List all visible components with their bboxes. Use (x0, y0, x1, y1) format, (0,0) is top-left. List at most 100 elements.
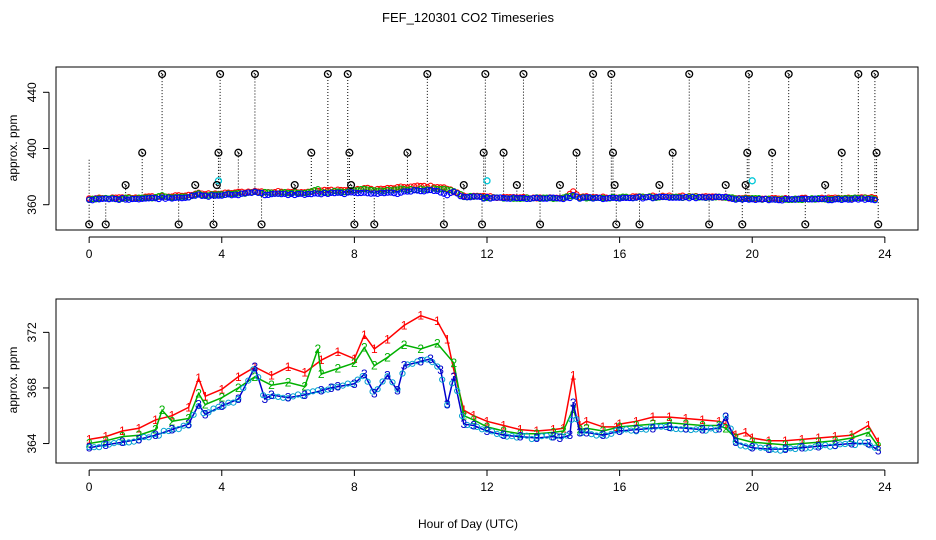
spike-marker (212, 180, 221, 190)
top-point (735, 195, 743, 202)
series-3-line (89, 357, 879, 452)
spike-marker-cross (193, 183, 197, 187)
series-1-label: 1 (799, 432, 806, 446)
top-point (689, 193, 696, 201)
series-1-label: 1 (749, 431, 756, 445)
series-3-label: 3 (328, 381, 335, 395)
series-3-label: 3 (616, 424, 623, 438)
spike-marker-cross (104, 222, 108, 226)
top-point (778, 195, 786, 202)
top-point (162, 195, 169, 202)
series-3-label: 3 (169, 423, 176, 437)
series-3-label: 3 (470, 419, 477, 433)
series-3-point (205, 409, 212, 416)
top-point (487, 195, 494, 202)
series-3-point (369, 388, 376, 395)
series-1-label: 1 (417, 309, 424, 323)
series-1-label: 1 (732, 428, 739, 442)
spike-marker-cross (609, 72, 613, 76)
top-point (245, 189, 252, 196)
spike-marker (101, 220, 110, 229)
top-point (696, 193, 703, 201)
series-3-point (608, 430, 615, 437)
top-point (347, 189, 355, 196)
series-3-point (851, 441, 859, 449)
spike-marker-cross (745, 151, 749, 155)
series-1-label: 1 (583, 414, 590, 428)
series-2-label: 2 (550, 425, 557, 439)
spike-marker-cross (218, 72, 222, 76)
top-point (460, 193, 467, 200)
top-point (609, 194, 617, 201)
series-1-label: 1 (450, 363, 457, 377)
top-point (825, 196, 832, 204)
spike-marker (721, 180, 730, 190)
spike-marker (481, 69, 490, 79)
series-3-point (96, 444, 103, 451)
top-point (162, 193, 169, 200)
top-point (152, 195, 159, 202)
series-1-label: 1 (361, 328, 368, 342)
series-1-label: 1 (576, 419, 583, 433)
top-point (812, 195, 819, 202)
series-3-point (434, 363, 441, 370)
top-point (589, 195, 597, 202)
top-point (158, 194, 166, 201)
top-point (450, 188, 457, 195)
top-point (407, 188, 414, 195)
top-point (682, 193, 690, 201)
spike-marker-cross (502, 151, 506, 155)
top-point (420, 188, 428, 195)
series-3-point (349, 380, 356, 388)
series-3-point (135, 437, 142, 444)
top-point (755, 196, 763, 203)
top-point (702, 194, 709, 201)
spike-marker-cross (538, 222, 542, 226)
series-2-label: 2 (285, 375, 292, 389)
series-3-point (424, 356, 431, 363)
top-x-tick-label: 16 (613, 247, 627, 261)
series-2-label: 2 (152, 423, 159, 437)
top-point (815, 195, 822, 203)
series-3-point (230, 399, 237, 406)
top-point (318, 189, 325, 196)
top-point (384, 189, 391, 196)
spike-marker-cross (611, 151, 615, 155)
top-point (765, 196, 772, 204)
top-point (686, 195, 693, 202)
top-point (732, 196, 739, 203)
series-3-label: 3 (262, 392, 269, 406)
top-point (865, 195, 872, 203)
spike-marker-cross (372, 222, 376, 226)
top-point (586, 194, 593, 201)
spike-marker (741, 180, 750, 190)
series-2-label: 2 (865, 425, 872, 439)
series-3-label: 3 (235, 392, 242, 406)
series-3-label: 3 (401, 359, 408, 373)
top-point (788, 195, 796, 203)
top-point (493, 194, 501, 201)
series-3-label: 3 (683, 421, 690, 435)
spike-marker-cross (405, 151, 409, 155)
top-series-3 (86, 186, 879, 204)
series-3-label: 3 (185, 417, 192, 431)
top-point (132, 195, 139, 203)
series-3-label: 3 (437, 363, 444, 377)
top-point (712, 193, 719, 200)
series-3-label: 3 (848, 437, 855, 451)
top-point (221, 191, 229, 198)
series-2-label: 2 (318, 367, 325, 381)
series-2-label: 2 (749, 435, 756, 449)
spike-marker-cross (462, 183, 466, 187)
top-point (434, 184, 441, 191)
spike-marker (250, 69, 259, 79)
series-3-point (513, 434, 520, 441)
spike-marker-cross (425, 72, 429, 76)
spike-marker (345, 148, 354, 157)
top-point (188, 192, 196, 199)
top-point (165, 194, 172, 201)
top-point (427, 186, 434, 194)
top-point (646, 193, 653, 201)
top-point (626, 194, 633, 202)
series-3-label: 3 (444, 398, 451, 412)
